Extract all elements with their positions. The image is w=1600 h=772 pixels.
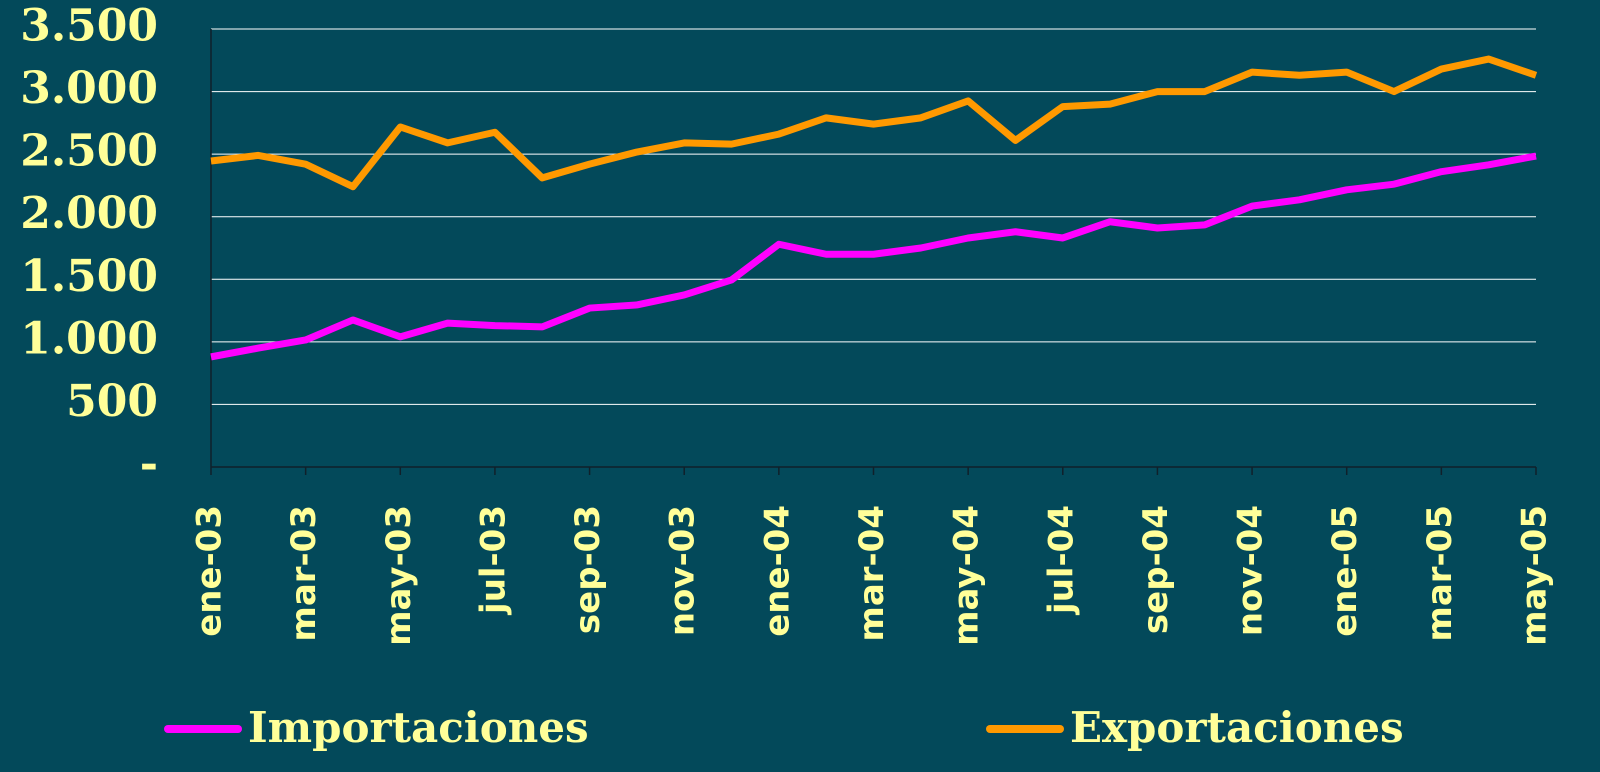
y-tick-label: - — [140, 439, 158, 490]
y-tick-label: 3.000 — [20, 63, 158, 114]
x-tick-label: jul-03 — [473, 505, 513, 616]
x-tick-label: nov-03 — [663, 505, 703, 636]
legend-label: Exportaciones — [1070, 703, 1404, 752]
x-tick-label: nov-04 — [1231, 505, 1271, 636]
x-tick-label: ene-03 — [190, 505, 230, 637]
line-series — [210, 55, 1538, 191]
x-tick-label: sep-04 — [1136, 505, 1176, 634]
x-tick-label: ene-05 — [1325, 505, 1365, 637]
y-tick-label: 2.000 — [20, 188, 158, 239]
x-tick-label: may-05 — [1515, 505, 1555, 646]
y-tick-label: 1.500 — [20, 251, 158, 302]
legend-label: Importaciones — [248, 703, 589, 752]
line-series — [210, 152, 1537, 361]
x-tick-label: mar-05 — [1420, 505, 1460, 642]
y-tick-label: 3.500 — [20, 1, 158, 52]
x-tick-label: mar-03 — [284, 505, 324, 642]
y-tick-label: 2.500 — [20, 126, 158, 177]
x-tick-label: sep-03 — [568, 505, 608, 634]
y-tick-label: 500 — [66, 376, 158, 427]
x-tick-label: may-04 — [947, 505, 987, 646]
x-tick-label: jul-04 — [1041, 505, 1081, 616]
y-tick-label: 1.000 — [20, 313, 158, 364]
x-tick-label: ene-04 — [757, 505, 797, 637]
x-tick-label: mar-04 — [852, 505, 892, 642]
x-tick-label: may-03 — [379, 505, 419, 646]
